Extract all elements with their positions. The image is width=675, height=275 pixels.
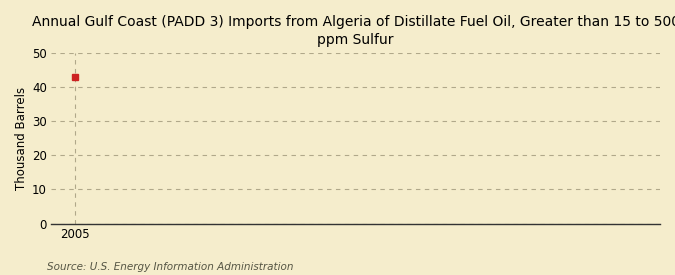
Text: Source: U.S. Energy Information Administration: Source: U.S. Energy Information Administ… — [47, 262, 294, 272]
Title: Annual Gulf Coast (PADD 3) Imports from Algeria of Distillate Fuel Oil, Greater : Annual Gulf Coast (PADD 3) Imports from … — [32, 15, 675, 47]
Y-axis label: Thousand Barrels: Thousand Barrels — [15, 87, 28, 190]
